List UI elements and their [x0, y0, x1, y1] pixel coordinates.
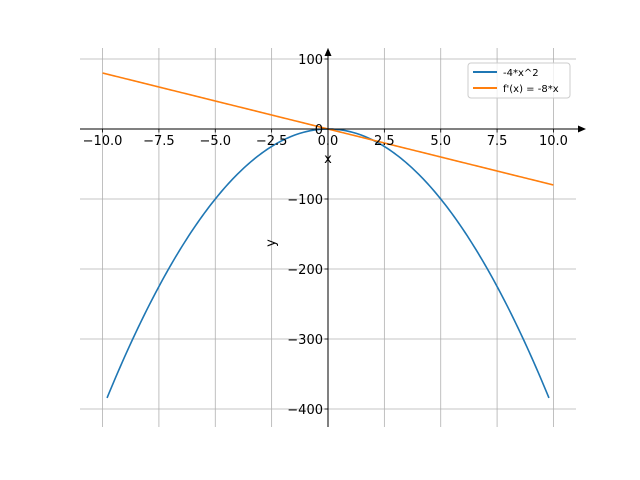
y-tick-label: −400 — [287, 403, 323, 418]
y-tick-label: −200 — [287, 263, 323, 278]
y-axis-label: y — [264, 239, 279, 247]
y-tick-label: 100 — [298, 53, 323, 68]
x-tick-label: 7.5 — [487, 134, 508, 149]
x-axis-arrow-icon — [578, 125, 586, 133]
legend-label-curve: -4*x^2 — [503, 68, 539, 79]
y-tick-label: 0 — [315, 123, 323, 138]
x-tick-label: 0.0 — [318, 134, 339, 149]
x-tick-label: 2.5 — [374, 134, 395, 149]
legend-label-tangent: f'(x) = -8*x — [503, 84, 559, 95]
y-axis-arrow-icon — [324, 48, 332, 56]
tick-labels: −10.0 −7.5 −5.0 −2.5 0.0 2.5 5.0 7.5 10.0 100 0 −10… — [83, 53, 568, 418]
legend: -4*x^2 f'(x) = -8*x — [467, 62, 571, 99]
x-tick-label: −7.5 — [143, 134, 175, 149]
x-axis-label: x — [324, 152, 332, 167]
y-tick-label: −100 — [287, 193, 323, 208]
x-tick-label: 5.0 — [430, 134, 451, 149]
x-tick-label: −5.0 — [199, 134, 231, 149]
x-tick-label: −2.5 — [256, 134, 288, 149]
x-tick-label: 10.0 — [539, 134, 568, 149]
x-tick-label: −10.0 — [83, 134, 123, 149]
axes — [80, 48, 586, 427]
y-tick-label: −300 — [287, 333, 323, 348]
